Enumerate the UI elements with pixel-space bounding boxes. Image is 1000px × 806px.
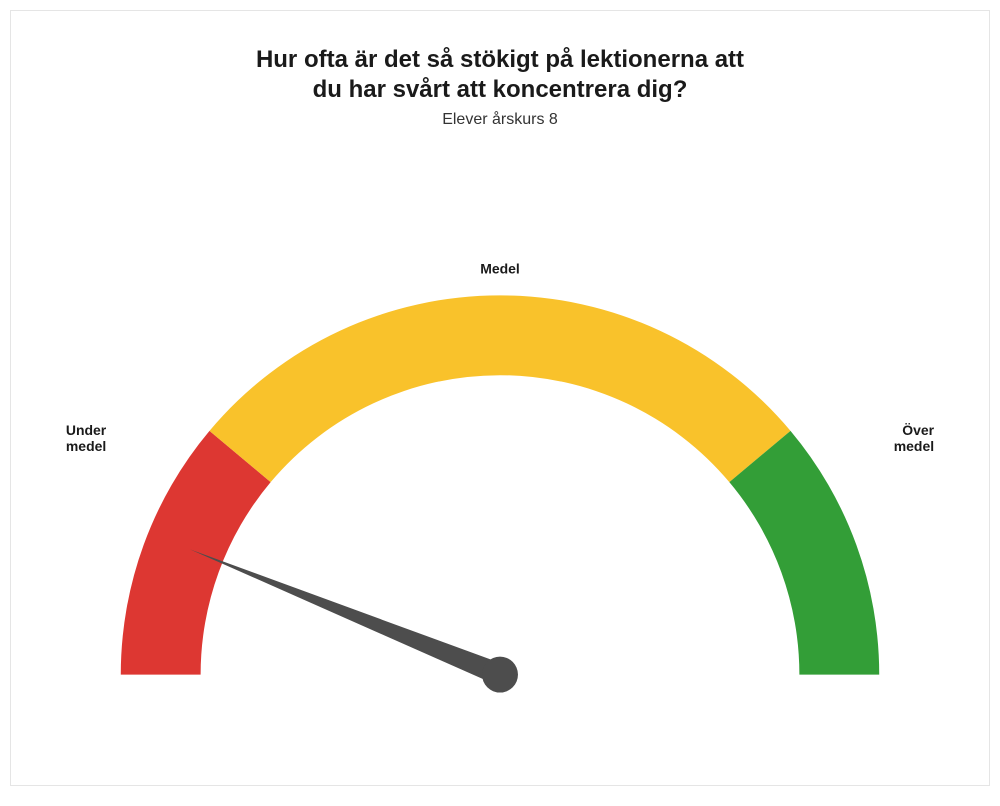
gauge-segment-1 [209,295,790,482]
gauge-label-medel: Medel [480,260,520,276]
chart-title: Hur ofta är det så stökigt på lektionern… [11,45,989,105]
gauge-label-under: Undermedel [66,422,107,454]
title-line-2: du har svårt att koncentrera dig? [313,76,688,103]
gauge-segment-2 [729,431,879,675]
title-line-1: Hur ofta är det så stökigt på lektionern… [256,46,744,73]
chart-subtitle: Elever årskurs 8 [11,111,989,129]
gauge-label-over: Övermedel [894,422,935,454]
gauge-needle [190,549,504,684]
gauge-svg: Undermedel Medel Övermedel [11,235,989,715]
chart-card: Hur ofta är det så stökigt på lektionern… [10,10,990,786]
gauge-segment-0 [121,431,271,675]
gauge-chart: Undermedel Medel Övermedel [11,235,989,715]
gauge-pivot [482,657,518,693]
